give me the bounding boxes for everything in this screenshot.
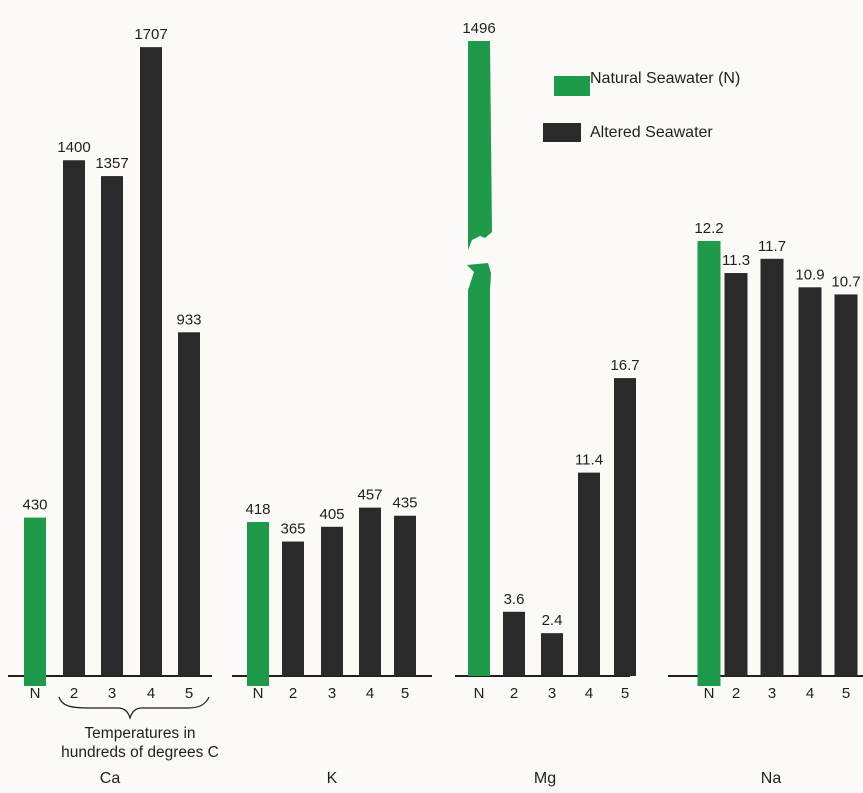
tick-label-ca-4: 4: [147, 685, 155, 702]
bar-ca-4: [140, 47, 162, 677]
bar-ca-3: [101, 176, 123, 676]
legend-swatch-natural: [554, 76, 590, 96]
tick-label-mg-N: N: [474, 685, 485, 702]
temperature-note-line-1: Temperatures in: [84, 725, 195, 742]
value-label-ca-5: 933: [176, 311, 201, 328]
tick-label-mg-2: 2: [510, 685, 518, 702]
legend-label-natural: Natural Seawater (N): [590, 70, 740, 87]
element-label-k: K: [327, 770, 338, 787]
value-label-mg-N: 1496: [462, 20, 495, 37]
tick-label-mg-4: 4: [585, 685, 593, 702]
tick-label-k-5: 5: [401, 685, 409, 702]
bar-k-N: [247, 522, 269, 686]
bar-k-4: [359, 507, 381, 676]
tick-label-na-5: 5: [842, 685, 850, 702]
bar-mg-4: [578, 472, 600, 676]
tick-label-ca-2: 2: [70, 685, 78, 702]
chart-panels: 430 N 1400 2 1357 3 1707 4 933 5 Ca 418 N 365 2 405 3 457…: [8, 20, 863, 787]
tick-label-k-2: 2: [289, 685, 297, 702]
value-label-na-4: 10.9: [795, 266, 824, 283]
value-label-k-4: 457: [357, 487, 382, 504]
bar-mg-N: [468, 41, 492, 250]
panel-k: 418 N 365 2 405 3 457 4 435 5 K: [232, 487, 432, 787]
value-label-na-N: 12.2: [694, 220, 723, 237]
tick-label-na-3: 3: [768, 685, 776, 702]
tick-label-mg-5: 5: [621, 685, 629, 702]
tick-label-na-2: 2: [732, 685, 740, 702]
value-label-k-3: 405: [319, 506, 344, 523]
value-label-ca-N: 430: [22, 497, 47, 514]
element-label-mg: Mg: [534, 770, 556, 787]
tick-label-ca-3: 3: [108, 685, 116, 702]
legend-label-altered: Altered Seawater: [590, 124, 713, 141]
bar-mg-2: [503, 611, 525, 676]
value-label-mg-5: 16.7: [610, 357, 639, 374]
bar-na-3: [760, 258, 784, 676]
tick-label-na-N: N: [704, 685, 715, 702]
bar-k-5: [394, 515, 416, 676]
tick-label-k-3: 3: [328, 685, 336, 702]
tick-label-na-4: 4: [806, 685, 814, 702]
bar-na-4: [798, 287, 822, 676]
bar-ca-N: [24, 517, 46, 686]
bar-na-2: [724, 273, 748, 676]
bar-mg-N-lower: [467, 263, 491, 676]
element-label-na: Na: [761, 770, 782, 787]
value-label-ca-2: 1400: [57, 139, 90, 156]
legend-swatch-altered: [543, 123, 581, 142]
tick-label-ca-N: N: [30, 685, 41, 702]
panel-na: 12.2 N 11.3 2 11.7 3 10.9 4 10.7 5 Na: [668, 220, 863, 787]
element-label-ca: Ca: [100, 770, 121, 787]
bar-mg-5: [614, 378, 636, 676]
bar-na-N: [697, 240, 721, 686]
tick-label-mg-3: 3: [548, 685, 556, 702]
panel-mg: 1496 N 3.6 2 2.4 3 11.4 4 16.7 5 Mg: [455, 20, 640, 787]
value-label-na-3: 11.7: [758, 238, 786, 255]
panel-ca: 430 N 1400 2 1357 3 1707 4 933 5 Ca: [8, 26, 212, 787]
temperature-brace: [58, 696, 210, 720]
bar-ca-5: [178, 332, 200, 676]
bar-ca-2: [63, 160, 85, 677]
value-label-k-N: 418: [245, 501, 270, 518]
value-label-mg-3: 2.4: [542, 612, 563, 629]
bar-k-3: [321, 526, 343, 676]
bar-mg-3: [541, 633, 563, 676]
value-label-k-2: 365: [280, 521, 305, 538]
bar-k-2: [282, 541, 304, 676]
value-label-mg-4: 11.4: [575, 452, 603, 469]
tick-label-k-4: 4: [366, 685, 374, 702]
value-label-ca-4: 1707: [134, 26, 167, 43]
bar-na-5: [834, 294, 858, 676]
temperature-note-line-2: hundreds of degrees C: [61, 744, 219, 761]
value-label-na-2: 11.3: [722, 252, 750, 269]
tick-label-ca-5: 5: [185, 685, 193, 702]
value-label-mg-2: 3.6: [504, 591, 525, 608]
value-label-k-5: 435: [392, 495, 417, 512]
legend: Natural Seawater (N) Altered Seawater: [543, 70, 740, 142]
temperature-note: Temperatures in hundreds of degrees C: [58, 696, 219, 761]
value-label-ca-3: 1357: [95, 155, 128, 172]
tick-label-k-N: N: [253, 685, 264, 702]
value-label-na-5: 10.7: [831, 273, 860, 290]
